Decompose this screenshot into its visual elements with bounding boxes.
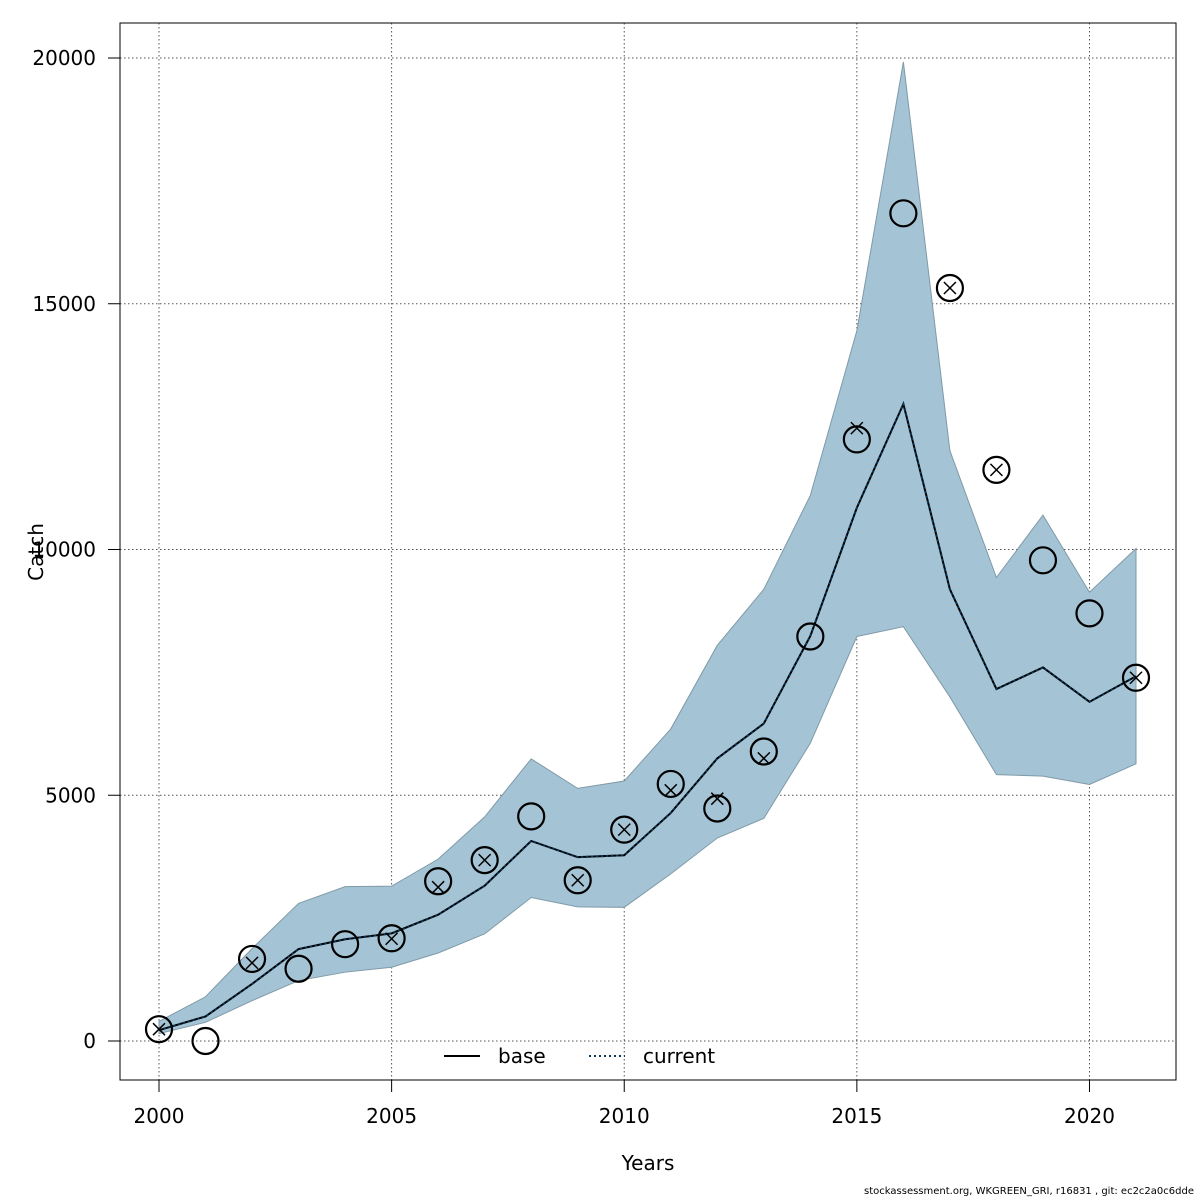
legend-label-current: current: [643, 1044, 715, 1068]
x-axis-title: Years: [621, 1151, 675, 1175]
observed-base-point-2000: [144, 1015, 174, 1044]
legend-label-base: base: [498, 1044, 546, 1068]
footer-credit: stockassessment.org, WKGREEN_GRI, r16831…: [864, 1186, 1194, 1197]
observed-base-point-2013: [749, 737, 778, 766]
observed-current-point-2018: [989, 463, 1003, 477]
observed-base-point-2002: [237, 944, 267, 974]
y-tick-label-20000: 20000: [32, 46, 96, 70]
observed-current-point-2017: [943, 281, 957, 295]
observed-base-point-2005: [377, 924, 406, 953]
observed-base-point-2018: [982, 455, 1011, 484]
cross-stroke: [431, 880, 445, 894]
observed-base-point-2008: [517, 802, 546, 831]
cross-stroke: [571, 873, 585, 887]
observed-current-point-2000: [152, 1022, 166, 1036]
y-tick-label-5000: 5000: [45, 783, 96, 807]
confidence-band: [158, 61, 1137, 1035]
cross-stroke: [478, 853, 492, 867]
series-line-current: [158, 400, 1137, 1032]
observed-current-point-2006: [431, 880, 445, 894]
cross-stroke: [943, 281, 957, 295]
observed-base-point-2017: [935, 273, 965, 303]
y-tick-label-0: 0: [83, 1029, 96, 1053]
cross-stroke: [245, 956, 259, 970]
observed-base-point-2009: [563, 866, 592, 895]
x-tick-label-2005: 2005: [366, 1104, 417, 1128]
cross-stroke: [385, 932, 399, 946]
observed-base-point-2006: [424, 867, 453, 896]
cross-stroke: [850, 421, 864, 435]
y-axis-title: Catch: [24, 523, 48, 581]
x-tick-label-2015: 2015: [831, 1104, 882, 1128]
observed-base-point-2020: [1075, 599, 1104, 628]
observed-base-point-2015: [842, 425, 871, 454]
axes-layer: 2000 2005 2010 2015 2020 0 5000 10000 15000 20000: [32, 46, 1115, 1128]
legend: base current: [444, 1044, 715, 1068]
observed-current-point-2021: [1129, 671, 1143, 685]
observed-base-point-2004: [330, 930, 360, 959]
cross-stroke: [617, 823, 631, 837]
observed-base-point-2001: [191, 1026, 220, 1056]
x-tick-label-2020: 2020: [1064, 1104, 1115, 1128]
observed-current-point-2010: [617, 823, 631, 837]
observed-base-point-2011: [656, 769, 685, 799]
x-tick-label-2000: 2000: [134, 1104, 185, 1128]
observed-current-point-2013: [757, 751, 771, 765]
observed-base-point-2014: [796, 622, 825, 651]
observed-base-point-2021: [1121, 663, 1151, 692]
cross-stroke: [989, 463, 1003, 477]
y-tick-label-15000: 15000: [32, 292, 96, 316]
observed-base-point-2007: [470, 846, 499, 875]
observed-base-point-2016: [889, 199, 918, 228]
observed-base-point-2012: [703, 794, 732, 823]
observed-current-point-2011: [664, 783, 678, 797]
cross-stroke: [710, 792, 724, 806]
confidence-band-layer: [158, 61, 1137, 1035]
observed-base-point-2010: [610, 815, 639, 844]
series-lines-layer: [158, 400, 1137, 1032]
cross-stroke: [664, 783, 678, 797]
observed-base-point-2003: [284, 954, 313, 983]
cross-stroke: [757, 751, 771, 765]
x-tick-label-2010: 2010: [599, 1104, 650, 1128]
observed-current-point-2002: [245, 956, 259, 970]
observed-current-point-2005: [385, 932, 399, 946]
observation-points-layer: [144, 199, 1151, 1056]
cross-stroke: [152, 1022, 166, 1036]
observed-current-point-2007: [478, 853, 492, 867]
observed-base-point-2019: [1028, 546, 1058, 575]
observed-current-point-2009: [571, 873, 585, 887]
observed-current-point-2015: [850, 421, 864, 435]
grid-lines: [120, 23, 1176, 1080]
cross-stroke: [1129, 671, 1143, 685]
y-tick-label-10000: 10000: [32, 538, 96, 562]
observed-current-point-2012: [710, 792, 724, 806]
